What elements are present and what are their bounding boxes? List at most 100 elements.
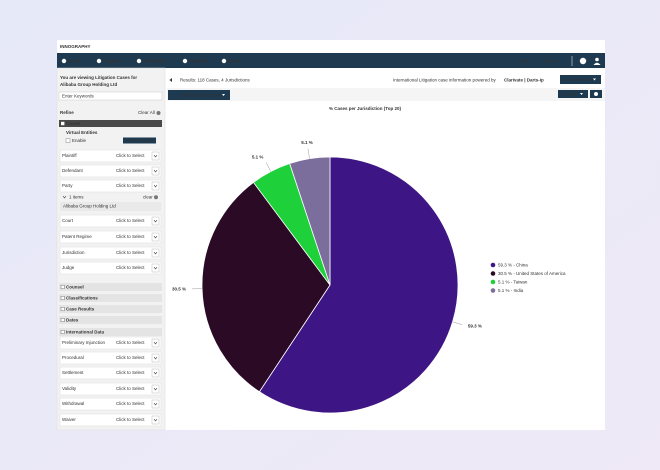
dropdown-button[interactable] [151, 216, 160, 226]
dropdown-button[interactable] [151, 151, 160, 161]
dropdown-button[interactable] [151, 232, 160, 242]
filter-row[interactable] [59, 397, 162, 411]
nav-item[interactable]: Playbooks [143, 58, 166, 63]
nav-bar [57, 53, 605, 68]
checkbox[interactable] [65, 138, 71, 143]
filter-label: Plaintiff [62, 153, 77, 158]
filter-row[interactable] [59, 351, 162, 365]
dropdown-button[interactable] [151, 353, 160, 363]
section-header[interactable] [59, 120, 162, 127]
legend-swatch[interactable] [490, 271, 496, 276]
button-arrow [580, 93, 583, 95]
nav-item[interactable]: Projects [103, 58, 121, 63]
settings-icon [594, 92, 598, 96]
filter-label: Procedural [62, 355, 84, 360]
dropdown-button[interactable] [151, 368, 160, 378]
filter-row[interactable] [59, 246, 162, 260]
help-icon[interactable] [579, 57, 587, 65]
clear-link[interactable]: clear [143, 194, 153, 199]
nav-icon [221, 58, 227, 64]
section-title: Counsel [66, 284, 84, 289]
filter-row[interactable] [59, 261, 162, 275]
clear-icon[interactable] [154, 195, 158, 200]
filter-label: Settlement [62, 370, 84, 375]
button[interactable] [123, 137, 156, 144]
filter-placeholder: Click to Select [116, 386, 145, 391]
nav-icon [136, 58, 142, 64]
filter-row[interactable] [59, 382, 162, 396]
nav-item[interactable]: PatentIQ [189, 58, 208, 63]
filter-label: Waiver [62, 417, 76, 422]
button-label: View By Jurisdiction [180, 92, 220, 97]
filter-label: Withdrawal [62, 401, 84, 406]
selected-item: Alibaba Group Holding Ltd [63, 204, 116, 209]
filter-label: Patent Regime [62, 234, 92, 239]
dropdown-button[interactable] [151, 166, 160, 176]
dropdown-arrow [153, 184, 158, 188]
button-arrow [593, 78, 596, 81]
user-icon-head[interactable] [595, 57, 599, 62]
section-header[interactable] [59, 305, 162, 313]
export-button[interactable] [558, 90, 588, 98]
dropdown-arrow [153, 266, 158, 270]
filter-placeholder: Click to Select [116, 153, 145, 158]
filter-row[interactable] [59, 149, 162, 163]
legend-swatch[interactable] [490, 262, 496, 268]
collapse-sidebar[interactable] [169, 78, 173, 82]
filter-row[interactable] [59, 230, 162, 244]
dropdown-button[interactable] [151, 384, 160, 394]
nav-icon [182, 58, 188, 64]
dropdown-arrow [153, 169, 158, 173]
nav-item[interactable]: Home [68, 58, 81, 63]
pie-slice [201, 181, 331, 393]
section-header[interactable] [59, 328, 162, 336]
data-label: 30.5 % [172, 286, 186, 291]
section-title: International Data [66, 329, 105, 334]
dropdown-arrow [153, 219, 158, 223]
filter-row[interactable] [59, 366, 162, 380]
clear-all[interactable]: Clear All [138, 110, 155, 115]
dropdown-button[interactable] [151, 338, 160, 348]
expand-arrow [62, 195, 67, 199]
dropdown-button[interactable] [151, 248, 160, 258]
filter-label: Preliminary Injunction [62, 340, 106, 345]
legend-swatch[interactable] [490, 288, 496, 293]
chart-title: % Cases per Jurisdiction (Top 20) [329, 106, 401, 111]
filter-placeholder: Click to Select [116, 183, 145, 188]
legend-label[interactable]: 5.1 % - India [498, 288, 524, 293]
filter-placeholder: Click to Select [116, 265, 145, 270]
filter-row[interactable] [59, 179, 162, 193]
leader-line [265, 162, 272, 172]
legend-label[interactable]: 59.3 % - China [498, 262, 528, 267]
nav-item[interactable]: History [543, 58, 558, 63]
collapse-icon [60, 296, 65, 300]
collapse-icon [60, 330, 65, 334]
dropdown-arrow [153, 251, 158, 255]
filter-row[interactable] [59, 336, 162, 350]
nav-item[interactable]: Jobs [520, 58, 530, 63]
section-header[interactable] [59, 294, 162, 302]
legend-swatch[interactable] [490, 279, 496, 285]
section-header[interactable] [59, 283, 162, 291]
filter-row[interactable] [59, 413, 162, 427]
dropdown-button[interactable] [151, 415, 160, 425]
filter-row[interactable] [59, 164, 162, 178]
dropdown-button[interactable] [151, 263, 160, 273]
dropdown-button[interactable] [151, 181, 160, 191]
filter-placeholder: Click to Select [116, 417, 145, 422]
save-search-button[interactable] [560, 75, 601, 84]
dropdown-arrow [153, 341, 158, 345]
dropdown-button[interactable] [151, 399, 160, 409]
legend-label[interactable]: 30.5 % - United States of America [498, 271, 566, 276]
section-header[interactable] [59, 316, 162, 324]
data-label: 5.1 % [252, 155, 264, 160]
filter-placeholder: Click to Select [116, 168, 145, 173]
filter-row[interactable] [59, 214, 162, 228]
view-by-button[interactable] [168, 90, 230, 100]
results-summary: Results: 118 Cases, 4 Jurisdictions [180, 77, 250, 82]
legend-label[interactable]: 5.1 % - Taiwan [498, 279, 528, 284]
enable-label: Enable [72, 138, 87, 143]
search-input[interactable] [58, 91, 163, 101]
nav-item[interactable]: Alerts [228, 58, 241, 63]
